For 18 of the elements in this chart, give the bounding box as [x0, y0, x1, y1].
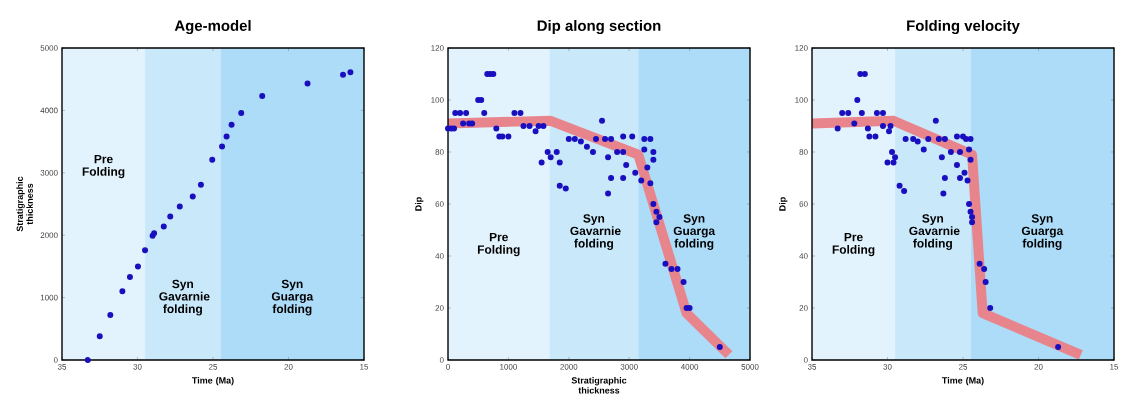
band-label: Syn Guarga folding — [271, 279, 314, 316]
y-axis-title: Dip — [778, 197, 788, 211]
band-label: Syn Gavarnie folding — [909, 214, 960, 250]
band-label: Pre Folding — [477, 232, 520, 257]
y-axis-title: Dip — [414, 197, 424, 211]
band-label: Syn Guarga folding — [1021, 214, 1064, 250]
chart-title: Dip along section — [537, 20, 661, 35]
y-axis-title: Stratigraphic thickness — [16, 176, 33, 232]
band-label: Syn Gavarnie folding — [570, 214, 621, 250]
band-label: Pre Folding — [832, 232, 875, 257]
band-label: Syn Gavarnie folding — [159, 279, 210, 316]
chart-title: Folding velocity — [907, 20, 1020, 35]
x-axis-title: Time (Ma) — [192, 377, 234, 386]
x-axis-title: Time (Ma) — [942, 377, 984, 386]
chart-title: Age-model — [174, 20, 251, 35]
x-axis-title: Stratigraphic thickness — [571, 377, 627, 394]
band-label: Syn Guarga folding — [673, 214, 716, 250]
band-label: Pre Folding — [82, 154, 125, 179]
